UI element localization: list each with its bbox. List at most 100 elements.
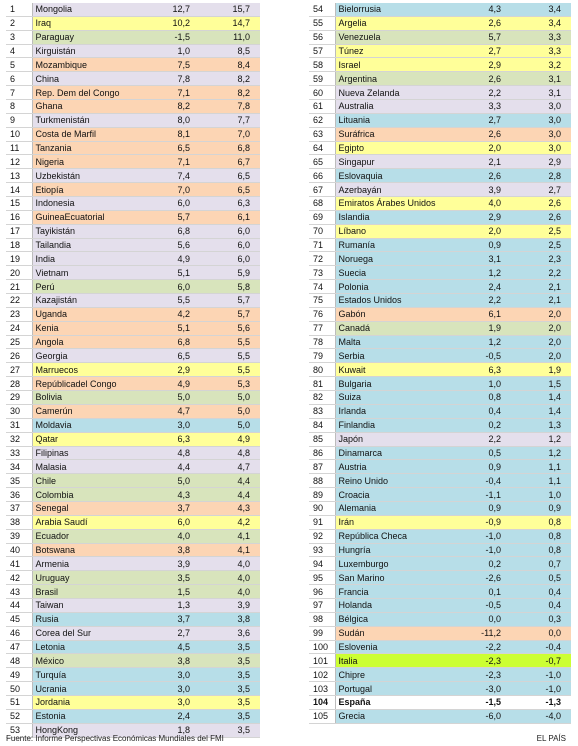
- value-2010-cell: 2,9: [449, 210, 511, 225]
- table-row: 67 Azerbayán 3,9 2,7: [309, 182, 571, 198]
- country-cell: Bolivia: [32, 390, 134, 405]
- rank-cell: 99: [309, 626, 336, 641]
- table-row: 55 Argelia 2,6 3,4: [309, 16, 571, 31]
- value-2010-cell: 5,1: [134, 265, 200, 281]
- value-2010-cell: 0,2: [449, 556, 511, 572]
- table-row: 30 Camerún 4,7 5,0: [6, 404, 260, 419]
- country-cell: Kuwait: [335, 362, 449, 378]
- rank-cell: 92: [309, 529, 336, 544]
- table-row: 70 Líbano 2,0 2,5: [309, 224, 571, 239]
- table-row: 21 Perú 6,0 5,8: [6, 279, 260, 295]
- value-2010-cell: -0,4: [449, 473, 511, 489]
- value-2011-cell: 2,2: [511, 265, 571, 281]
- value-2010-cell: 3,0: [134, 681, 200, 696]
- value-2010-cell: 2,6: [449, 16, 511, 31]
- rank-cell: 78: [309, 335, 336, 350]
- value-2010-cell: 5,6: [134, 238, 200, 253]
- table-row: 76 Gabón 6,1 2,0: [309, 307, 571, 322]
- country-cell: Reino Unido: [335, 473, 449, 489]
- table-row: 25 Angola 6,8 5,5: [6, 335, 260, 350]
- value-2010-cell: 6,8: [134, 335, 200, 350]
- country-cell: Suráfrica: [335, 127, 449, 142]
- value-2010-cell: 4,3: [449, 3, 511, 17]
- country-cell: Uzbekistán: [32, 168, 134, 184]
- value-2010-cell: 3,7: [134, 612, 200, 627]
- value-2010-cell: 6,3: [134, 432, 200, 447]
- value-2010-cell: 1,8: [134, 723, 200, 738]
- ranking-table-left-body: 1 Mongolia 12,7 15,7 2 Iraq 10,2 14,7 3 Paraguay -…: [6, 3, 260, 738]
- value-2011-cell: 2,5: [511, 224, 571, 239]
- value-2010-cell: 6,8: [134, 224, 200, 239]
- rank-cell: 38: [6, 515, 33, 530]
- value-2011-cell: 3,0: [511, 99, 571, 114]
- rank-cell: 26: [6, 348, 33, 364]
- table-row: 49 Turquía 3,0 3,5: [6, 667, 260, 683]
- table-row: 86 Dinamarca 0,5 1,2: [309, 446, 571, 461]
- rank-cell: 96: [309, 584, 336, 599]
- table-row: 83 Irlanda 0,4 1,4: [309, 404, 571, 419]
- country-cell: Georgia: [32, 348, 134, 364]
- table-row: 75 Estados Unidos 2,2 2,1: [309, 293, 571, 308]
- table-row: 23 Uganda 4,2 5,7: [6, 307, 260, 322]
- value-2011-cell: 3,1: [511, 71, 571, 87]
- country-cell: República Checa: [335, 529, 449, 544]
- source-note: Fuente: Informe Perspectivas Económicas …: [6, 734, 224, 743]
- value-2011-cell: 3,3: [511, 44, 571, 59]
- value-2011-cell: 4,2: [200, 515, 260, 530]
- value-2010-cell: 4,5: [134, 640, 200, 655]
- rank-cell: 95: [309, 570, 336, 586]
- table-row: 12 Nigeria 7,1 6,7: [6, 154, 260, 170]
- value-2011-cell: -1,0: [511, 667, 571, 683]
- value-2010-cell: 1,3: [134, 598, 200, 613]
- table-row: 28 Repúblicadel Congo 4,9 5,3: [6, 376, 260, 392]
- country-cell: Bielorrusia: [335, 3, 449, 17]
- value-2010-cell: 7,0: [134, 182, 200, 198]
- brand-label: EL PAÍS: [536, 734, 566, 743]
- value-2010-cell: 4,3: [134, 487, 200, 502]
- value-2011-cell: 0,8: [511, 543, 571, 558]
- rank-cell: 74: [309, 279, 336, 295]
- value-2010-cell: 4,4: [134, 459, 200, 475]
- value-2011-cell: 1,2: [511, 432, 571, 447]
- country-cell: Vietnam: [32, 265, 134, 281]
- rank-cell: 29: [6, 390, 33, 405]
- value-2011-cell: 3,0: [511, 141, 571, 156]
- rank-cell: 1: [6, 3, 33, 17]
- country-cell: Angola: [32, 335, 134, 350]
- country-cell: Singapur: [335, 154, 449, 170]
- value-2011-cell: 8,2: [200, 71, 260, 87]
- rank-cell: 55: [309, 16, 336, 31]
- table-row: 95 San Marino -2,6 0,5: [309, 570, 571, 586]
- table-row: 62 Lituania 2,7 3,0: [309, 113, 571, 128]
- value-2011-cell: 3,8: [200, 612, 260, 627]
- value-2010-cell: 2,4: [134, 709, 200, 724]
- country-cell: Croacia: [335, 487, 449, 502]
- value-2011-cell: -4,0: [511, 709, 571, 724]
- value-2010-cell: 6,5: [134, 348, 200, 364]
- country-cell: Arabia Saudí: [32, 515, 134, 530]
- country-cell: Armenia: [32, 556, 134, 572]
- value-2010-cell: 0,5: [449, 446, 511, 461]
- table-row: 99 Sudán -11,2 0,0: [309, 626, 571, 641]
- country-cell: Túnez: [335, 44, 449, 59]
- rank-cell: 23: [6, 307, 33, 322]
- rank-cell: 16: [6, 210, 33, 225]
- table-row: 71 Rumanía 0,9 2,5: [309, 238, 571, 253]
- table-row: 47 Letonia 4,5 3,5: [6, 640, 260, 655]
- table-row: 81 Bulgaria 1,0 1,5: [309, 376, 571, 392]
- table-row: 15 Indonesia 6,0 6,3: [6, 196, 260, 211]
- ranking-table-right: 54 Bielorrusia 4,3 3,4 55 Argelia 2,6 3,4 56 Vene…: [309, 3, 571, 724]
- value-2010-cell: 2,1: [449, 154, 511, 170]
- value-2011-cell: 5,0: [200, 390, 260, 405]
- rank-cell: 17: [6, 224, 33, 239]
- table-row: 46 Corea del Sur 2,7 3,6: [6, 626, 260, 641]
- rank-cell: 64: [309, 141, 336, 156]
- value-2010-cell: -6,0: [449, 709, 511, 724]
- rank-cell: 100: [309, 640, 336, 655]
- value-2011-cell: 11,0: [200, 30, 260, 45]
- country-cell: Uganda: [32, 307, 134, 322]
- value-2010-cell: 0,4: [449, 404, 511, 419]
- value-2010-cell: 10,2: [134, 16, 200, 31]
- value-2011-cell: 2,9: [511, 154, 571, 170]
- rank-cell: 105: [309, 709, 336, 724]
